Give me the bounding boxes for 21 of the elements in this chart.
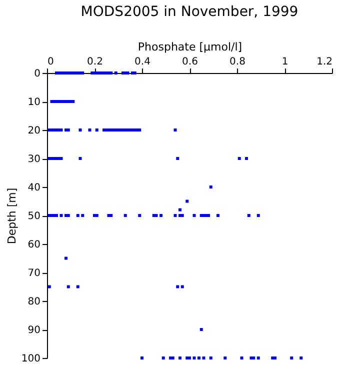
x-tick-label: 0.2 [87, 56, 103, 68]
x-tick-label: 0.8 [230, 56, 246, 68]
y-tick-label: 50 [28, 211, 40, 222]
y-tick-label: 10 [28, 97, 40, 108]
y-tick-label: 40 [28, 182, 40, 194]
y-tick-label: 90 [28, 325, 40, 336]
y-tick-label: 30 [28, 154, 40, 165]
y-tick-label: 80 [28, 296, 40, 308]
y-tick-label: 0 [34, 68, 40, 80]
x-tick-label: 0.6 [182, 56, 198, 68]
y-tick-label: 100 [21, 354, 40, 364]
x-axis-title: Phosphate [µmol/l] [138, 40, 242, 54]
y-axis-title: Depth [m] [5, 188, 18, 244]
x-tick-label: 1.2 [316, 56, 332, 68]
x-tick-label: 0 [48, 56, 54, 68]
y-tick-label: 20 [28, 126, 40, 136]
x-tick-label: 1 [282, 56, 288, 68]
y-tick-label: 70 [28, 268, 40, 279]
y-tick-label: 60 [28, 240, 40, 250]
x-tick-label: 0.4 [134, 56, 150, 68]
chart-title: MODS2005 in November, 1999 [80, 4, 298, 20]
